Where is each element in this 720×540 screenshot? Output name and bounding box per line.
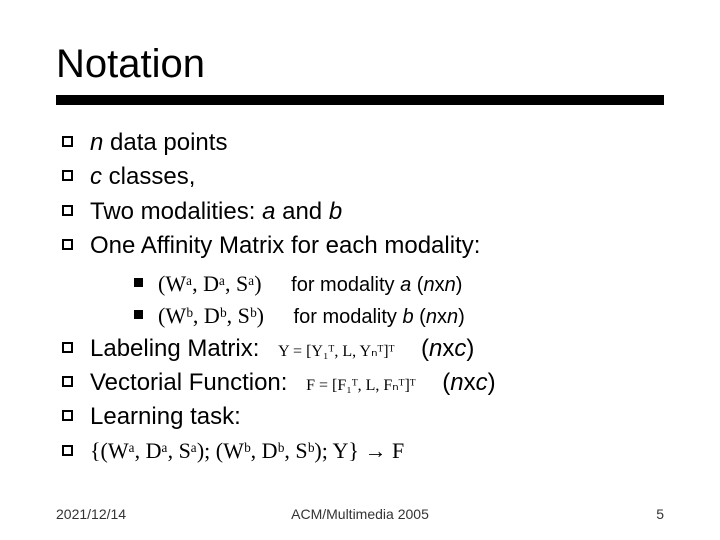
var-n: n [429,335,442,362]
var-a: a [262,198,275,225]
math-y-def: Y = [Y₁ᵀ, L, Yₙᵀ]ᵀ [278,343,394,360]
text: classes, [102,163,195,190]
bullet-item: Two modalities: a and b [56,196,664,228]
var-n: n [447,306,458,328]
var-n: n [423,274,434,296]
slide: Notation n data points c classes, Two mo… [0,0,720,540]
bullet-item: Learning task: [56,401,664,433]
sub-item: (Wᵇ, Dᵇ, Sᵇ) for modality b (nxn) [130,301,664,331]
text: One Affinity Matrix for each modality: [90,232,480,259]
bullet-item: Labeling Matrix: Y = [Y₁ᵀ, L, Yₙᵀ]ᵀ (nxc… [56,333,664,365]
text: Two modalities: [90,198,262,225]
math-f-def: F = [F₁ᵀ, L, Fₙᵀ]ᵀ [306,377,416,394]
var-n: n [445,274,456,296]
var-n: n [90,129,103,156]
bullet-list: n data points c classes, Two modalities:… [56,127,664,465]
var-n: n [426,306,437,328]
var-c: c [454,335,466,362]
text: for modality [294,306,403,328]
slide-content: n data points c classes, Two modalities:… [56,127,664,465]
math-set-b: (Wᵇ, Dᵇ, Sᵇ) [158,303,264,328]
text: x [437,306,447,328]
text: for modality [291,274,400,296]
footer-venue: ACM/Multimedia 2005 [56,506,664,522]
text: and [275,198,328,225]
footer-date: 2021/12/14 [56,506,126,522]
text: ( [421,335,429,362]
bullet-item: n data points [56,127,664,159]
text: ) [466,335,474,362]
sub-item: (Wᵃ, Dᵃ, Sᵃ) for modality a (nxn) [130,269,664,299]
text: ( [411,274,423,296]
text: ) [456,274,463,296]
math-set-a: (Wᵃ, Dᵃ, Sᵃ) [158,271,262,296]
bullet-item: One Affinity Matrix for each modality: (… [56,230,664,330]
text: Vectorial Function: [90,369,287,396]
text: data points [103,129,227,156]
sub-list: (Wᵃ, Dᵃ, Sᵃ) for modality a (nxn) (Wᵇ, D… [130,269,664,331]
title-rule [56,95,664,105]
var-n: n [450,369,463,396]
bullet-item: {(Wᵃ, Dᵃ, Sᵃ); (Wᵇ, Dᵇ, Sᵇ); Y} → F [56,436,664,466]
text: ( [414,306,426,328]
slide-title: Notation [56,42,664,87]
var-c: c [90,163,102,190]
var-b: b [402,306,413,328]
text: Learning task: [90,403,241,430]
text: x [442,335,454,362]
text: x [464,369,476,396]
text: ) [458,306,465,328]
bullet-item: Vectorial Function: F = [F₁ᵀ, L, Fₙᵀ]ᵀ (… [56,367,664,399]
text: ) [488,369,496,396]
text: Labeling Matrix: [90,335,259,362]
footer-page: 5 [656,506,664,522]
bullet-item: c classes, [56,161,664,193]
slide-footer: 2021/12/14 ACM/Multimedia 2005 5 [56,506,664,522]
text: x [435,274,445,296]
math-task: {(Wᵃ, Dᵃ, Sᵃ); (Wᵇ, Dᵇ, Sᵇ); Y} → F [90,438,404,463]
var-a: a [400,274,411,296]
var-c: c [476,369,488,396]
var-b: b [329,198,342,225]
